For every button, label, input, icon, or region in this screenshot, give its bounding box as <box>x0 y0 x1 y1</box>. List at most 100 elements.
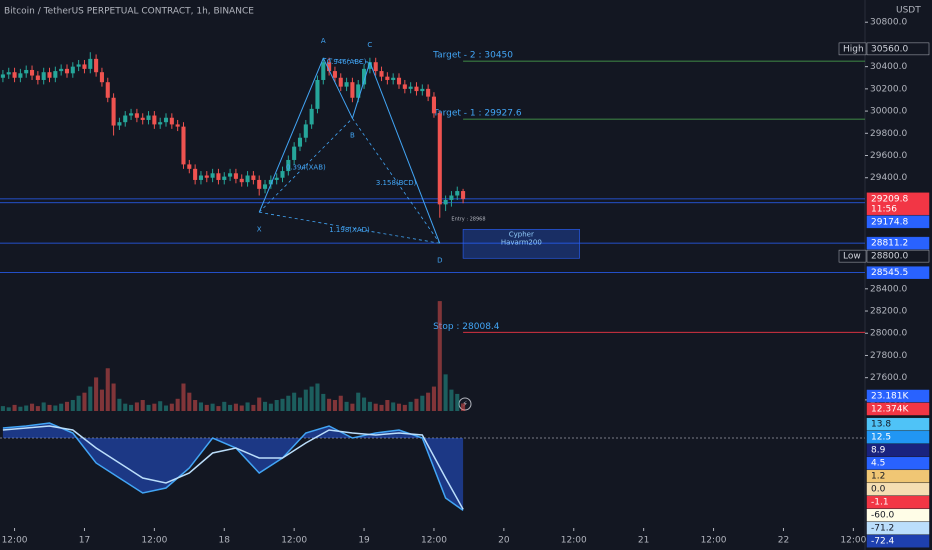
volume-bar <box>396 403 402 411</box>
candle-body <box>198 175 203 180</box>
candle-body <box>356 84 361 98</box>
candle-body <box>362 68 367 85</box>
volume-bar <box>228 404 233 411</box>
volume-bar <box>99 389 104 411</box>
volume-bar <box>117 398 122 411</box>
volume-bar <box>88 386 93 411</box>
volume-bar <box>385 400 390 411</box>
zone-label: Havarm200 <box>501 238 542 246</box>
price-badge <box>866 430 930 444</box>
volume-bar <box>286 395 291 411</box>
y-tick-label: 27600.0 <box>870 373 907 383</box>
candle-body <box>327 62 332 72</box>
candle-body <box>216 173 221 180</box>
candle-body <box>76 64 81 67</box>
price-badge-label: 4.5 <box>871 459 885 469</box>
candle-body <box>309 108 314 125</box>
price-badge <box>866 482 930 496</box>
volume-bar <box>129 404 134 411</box>
volume-bar <box>193 400 198 411</box>
candle-body <box>402 84 407 89</box>
volume-bar <box>140 400 145 411</box>
candle-body <box>379 71 384 77</box>
candle-body <box>233 173 238 179</box>
x-tick-label: 12:00 <box>281 536 307 546</box>
price-badge <box>866 389 930 403</box>
pattern-ratio: 0.946(ABC) <box>327 58 367 66</box>
x-tick-label: 12:00 <box>561 536 587 546</box>
candle-body <box>53 71 58 78</box>
candle-body <box>396 77 402 85</box>
price-badge-label: 28545.5 <box>871 268 908 278</box>
volume-bar <box>315 383 320 411</box>
candle-body <box>117 122 122 126</box>
volume-bar <box>82 392 87 411</box>
volume-bar <box>47 404 52 411</box>
price-badge-label: -72.4 <box>871 537 895 547</box>
pattern-ratio: 0.394(XAB) <box>286 163 326 171</box>
candle-body <box>338 77 343 87</box>
candle-body <box>431 96 436 114</box>
volume-bar <box>158 401 163 411</box>
price-badge <box>866 508 930 522</box>
pattern-ratio-leg <box>352 118 441 244</box>
candle-body <box>443 199 448 205</box>
volume-bar <box>181 383 186 411</box>
candle-body <box>385 76 390 80</box>
x-tick-label: 12:00 <box>421 536 447 546</box>
candle-body <box>59 68 64 72</box>
x-tick-label: 12:00 <box>141 536 167 546</box>
volume-bar <box>379 404 384 411</box>
price-badge <box>866 456 930 470</box>
price-badge <box>866 402 930 416</box>
volume-bar <box>426 392 431 411</box>
candle-body <box>344 82 349 87</box>
volume-bar <box>332 400 337 411</box>
price-badge-label: -60.0 <box>871 511 895 521</box>
x-tick-label: 19 <box>358 536 370 546</box>
candle-body <box>297 137 303 147</box>
volume-bar <box>262 401 268 411</box>
price-badge-label: -1.1 <box>871 498 889 508</box>
candle-body <box>257 179 262 189</box>
candle-body <box>29 69 35 76</box>
oscillator-line <box>2 425 464 510</box>
volume-bar <box>210 403 215 411</box>
candle-body <box>70 66 75 74</box>
volume-bar <box>449 389 454 411</box>
volume-bar <box>338 395 343 411</box>
pattern-ratio: 1.198(XAD) <box>329 226 370 234</box>
chart-title: Bitcoin / TetherUS PERPETUAL CONTRACT, 1… <box>4 7 254 17</box>
candle-body <box>437 113 442 205</box>
volume-bar <box>443 374 448 411</box>
volume-bar <box>134 402 139 411</box>
volume-bar <box>146 404 151 411</box>
pattern-point-label: A <box>321 37 326 45</box>
candle-body <box>268 179 273 185</box>
price-badge-label: 13.8 <box>871 420 891 430</box>
candle-body <box>332 71 337 78</box>
candle-body <box>420 88 425 92</box>
price-badge-label: 12.374K <box>871 405 909 415</box>
price-badge <box>866 42 930 56</box>
price-badge-label: 23.181K <box>871 392 909 402</box>
y-tick-label: 30800.0 <box>870 18 907 28</box>
price-badge <box>866 249 930 263</box>
candle-body <box>204 175 209 178</box>
candle-body <box>12 72 17 78</box>
pattern-ratio-leg <box>323 57 370 63</box>
y-tick-label: 28000.0 <box>870 329 907 339</box>
badge-tag <box>838 249 867 263</box>
volume-bar <box>367 401 372 411</box>
y-tick-label: 28400.0 <box>870 284 907 294</box>
candle-body <box>111 97 116 126</box>
candle-body <box>350 82 355 98</box>
candle-body <box>175 124 180 127</box>
candle-body <box>129 113 134 116</box>
volume-bar <box>123 403 128 411</box>
candle-body <box>222 176 227 180</box>
price-badge-label: 30560.0 <box>871 44 908 54</box>
pattern-ratio: 3.158(BCD) <box>376 179 417 187</box>
price-badge-label: 29174.8 <box>871 217 908 227</box>
candle-body <box>274 177 279 180</box>
